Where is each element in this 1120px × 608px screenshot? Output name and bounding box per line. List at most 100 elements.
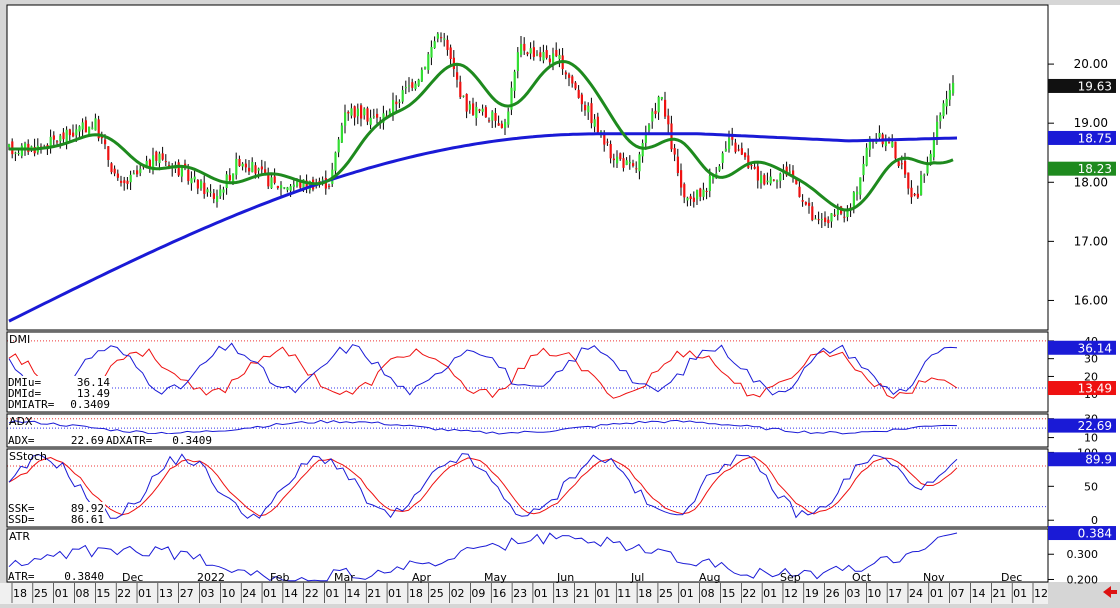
dmi-panel-title: DMI bbox=[9, 333, 30, 346]
day-label: 01 bbox=[930, 587, 944, 600]
dmi-readout-name: DMId= bbox=[8, 387, 41, 400]
candle-up bbox=[852, 192, 855, 209]
candle-up bbox=[884, 139, 887, 147]
dmi-readout-name: DMIu= bbox=[8, 376, 41, 389]
candle-up bbox=[868, 138, 871, 150]
candle-up bbox=[280, 185, 283, 189]
candle-down bbox=[113, 168, 116, 174]
candle-up bbox=[718, 166, 721, 171]
candle-down bbox=[56, 141, 59, 143]
sstoch-panel-title: SStoch bbox=[9, 450, 47, 463]
candle-down bbox=[84, 120, 87, 133]
day-label: 01 bbox=[263, 587, 277, 600]
adx-value-label: 22.69 bbox=[1078, 419, 1112, 433]
candle-up bbox=[702, 189, 705, 197]
candle-up bbox=[481, 108, 484, 112]
candle-down bbox=[440, 37, 443, 39]
candle-up bbox=[145, 160, 148, 168]
candle-down bbox=[120, 180, 123, 183]
candle-up bbox=[536, 54, 539, 56]
candle-up bbox=[200, 181, 203, 189]
candle-down bbox=[670, 123, 673, 150]
candle-down bbox=[750, 165, 753, 167]
month-label: 2022 bbox=[197, 571, 225, 584]
candle-down bbox=[353, 106, 356, 118]
candle-up bbox=[952, 82, 955, 94]
candle-down bbox=[545, 50, 548, 58]
candle-down bbox=[52, 135, 55, 140]
candle-up bbox=[139, 168, 142, 173]
day-label: 01 bbox=[55, 587, 69, 600]
candle-down bbox=[411, 82, 414, 88]
candle-up bbox=[219, 189, 222, 197]
candle-down bbox=[155, 151, 158, 161]
candle-up bbox=[939, 114, 942, 122]
candle-down bbox=[603, 134, 606, 145]
price-tick-label: 18.00 bbox=[1074, 175, 1108, 189]
candle-up bbox=[158, 153, 161, 164]
candle-up bbox=[891, 141, 894, 147]
candle-up bbox=[372, 116, 375, 118]
candle-down bbox=[683, 184, 686, 198]
candle-up bbox=[651, 111, 654, 122]
dmi-readout-value: 0.3409 bbox=[70, 398, 110, 411]
candle-up bbox=[65, 129, 68, 143]
day-label: 01 bbox=[1013, 587, 1027, 600]
candle-up bbox=[529, 48, 532, 54]
dmi-up-value-label: 36.14 bbox=[1078, 341, 1112, 355]
candle-down bbox=[548, 58, 551, 63]
candle-up bbox=[235, 158, 238, 175]
sstoch-d-line bbox=[8, 456, 958, 517]
candle-up bbox=[776, 180, 779, 183]
dmi-up-line bbox=[8, 342, 958, 396]
candle-down bbox=[833, 214, 836, 216]
dmi-panel bbox=[7, 332, 1048, 412]
sstoch-readout-box bbox=[7, 502, 105, 526]
candle-down bbox=[824, 217, 827, 223]
candle-down bbox=[494, 112, 497, 121]
candle-down bbox=[123, 180, 126, 184]
candle-up bbox=[846, 210, 849, 217]
candle-down bbox=[248, 167, 251, 172]
candle-up bbox=[321, 179, 324, 181]
day-label: 18 bbox=[409, 587, 423, 600]
day-label: 01 bbox=[534, 587, 548, 600]
candle-down bbox=[904, 160, 907, 175]
candle-down bbox=[72, 132, 75, 137]
long-moving-average-line bbox=[8, 132, 958, 323]
candle-up bbox=[81, 122, 84, 130]
scroll-left-arrow-icon[interactable] bbox=[1103, 586, 1117, 598]
candle-up bbox=[769, 176, 772, 184]
candle-down bbox=[913, 194, 916, 196]
sstoch-k-line bbox=[8, 453, 958, 519]
day-label: 03 bbox=[846, 587, 860, 600]
day-label: 01 bbox=[388, 587, 402, 600]
candle-down bbox=[472, 103, 475, 115]
candle-up bbox=[491, 111, 494, 121]
candle-down bbox=[539, 52, 542, 58]
panel-border bbox=[6, 331, 1049, 413]
sstoch-readout-name: SSD= bbox=[8, 513, 35, 526]
candle-down bbox=[459, 81, 462, 98]
candle-down bbox=[676, 156, 679, 174]
candle-up bbox=[344, 112, 347, 126]
price-tick-label: 19.00 bbox=[1074, 116, 1108, 130]
day-label: 01 bbox=[763, 587, 777, 600]
day-label: 12 bbox=[784, 587, 798, 600]
adx-panel-title: ADX bbox=[9, 415, 33, 428]
candle-up bbox=[932, 137, 935, 158]
candle-down bbox=[465, 93, 468, 112]
candle-up bbox=[616, 156, 619, 164]
candle-down bbox=[104, 139, 107, 145]
candle-up bbox=[728, 138, 731, 150]
candle-down bbox=[596, 116, 599, 133]
candle-down bbox=[532, 47, 535, 57]
candle-up bbox=[408, 85, 411, 87]
candle-down bbox=[580, 94, 583, 105]
candle-up bbox=[433, 41, 436, 49]
candle-up bbox=[180, 165, 183, 177]
candle-down bbox=[456, 72, 459, 80]
candle-up bbox=[206, 189, 209, 193]
day-label: 15 bbox=[721, 587, 735, 600]
